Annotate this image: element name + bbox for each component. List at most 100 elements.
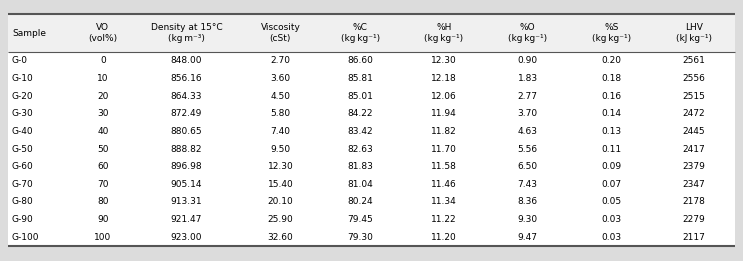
Text: G-70: G-70 (12, 180, 33, 189)
Text: 60: 60 (97, 162, 108, 171)
Text: 0.16: 0.16 (601, 92, 621, 100)
Text: 20.10: 20.10 (267, 197, 293, 206)
Text: VO
(vol%): VO (vol%) (88, 23, 117, 43)
Text: 11.46: 11.46 (431, 180, 457, 189)
Bar (8, 14, 735, 52)
Text: 0.18: 0.18 (601, 74, 621, 83)
Text: 20: 20 (97, 92, 108, 100)
Text: Viscosity
(cSt): Viscosity (cSt) (261, 23, 300, 43)
Text: 2561: 2561 (683, 56, 706, 65)
Text: 11.70: 11.70 (431, 145, 457, 153)
Text: 80.24: 80.24 (348, 197, 373, 206)
Text: 11.94: 11.94 (431, 109, 457, 118)
Text: 2417: 2417 (683, 145, 705, 153)
Text: 0.09: 0.09 (601, 162, 621, 171)
Text: 11.34: 11.34 (431, 197, 457, 206)
Text: 864.33: 864.33 (171, 92, 202, 100)
Text: 2379: 2379 (683, 162, 706, 171)
Text: 2515: 2515 (683, 92, 706, 100)
Text: 848.00: 848.00 (171, 56, 202, 65)
Text: 3.60: 3.60 (270, 74, 291, 83)
Text: 9.47: 9.47 (518, 233, 538, 242)
Text: 872.49: 872.49 (171, 109, 202, 118)
Text: 81.83: 81.83 (348, 162, 373, 171)
Text: 0: 0 (100, 56, 106, 65)
Text: Density at 15°C
(kg m⁻³): Density at 15°C (kg m⁻³) (151, 23, 222, 43)
Text: 7.40: 7.40 (270, 127, 291, 136)
Text: 50: 50 (97, 145, 108, 153)
Text: 30: 30 (97, 109, 108, 118)
Text: 880.65: 880.65 (171, 127, 202, 136)
Text: 2117: 2117 (683, 233, 706, 242)
Text: 100: 100 (94, 233, 111, 242)
Text: 896.98: 896.98 (171, 162, 202, 171)
Text: 923.00: 923.00 (171, 233, 202, 242)
Bar (8, 14, 735, 246)
Text: 11.20: 11.20 (431, 233, 457, 242)
Text: 2.77: 2.77 (518, 92, 538, 100)
Text: G-30: G-30 (12, 109, 33, 118)
Text: 85.81: 85.81 (348, 74, 373, 83)
Text: G-0: G-0 (12, 56, 28, 65)
Text: 856.16: 856.16 (171, 74, 202, 83)
Text: %H
(kg kg⁻¹): %H (kg kg⁻¹) (424, 23, 464, 43)
Text: 79.30: 79.30 (348, 233, 373, 242)
Text: 0.20: 0.20 (601, 56, 621, 65)
Text: 3.70: 3.70 (518, 109, 538, 118)
Text: 12.30: 12.30 (267, 162, 293, 171)
Text: Sample: Sample (12, 28, 46, 38)
Text: G-100: G-100 (12, 233, 39, 242)
Text: 2445: 2445 (683, 127, 705, 136)
Text: 913.31: 913.31 (171, 197, 202, 206)
Text: 2472: 2472 (683, 109, 705, 118)
Text: G-50: G-50 (12, 145, 33, 153)
Text: 9.50: 9.50 (270, 145, 291, 153)
Text: 921.47: 921.47 (171, 215, 202, 224)
Text: 32.60: 32.60 (267, 233, 293, 242)
Text: 10: 10 (97, 74, 108, 83)
Text: 9.30: 9.30 (518, 215, 538, 224)
Text: 40: 40 (97, 127, 108, 136)
Text: 6.50: 6.50 (518, 162, 538, 171)
Text: 80: 80 (97, 197, 108, 206)
Text: 0.11: 0.11 (601, 145, 621, 153)
Text: 11.82: 11.82 (431, 127, 457, 136)
Text: 12.30: 12.30 (431, 56, 457, 65)
Text: LHV
(kJ kg⁻¹): LHV (kJ kg⁻¹) (676, 23, 712, 43)
Text: G-40: G-40 (12, 127, 33, 136)
Text: 0.14: 0.14 (601, 109, 621, 118)
Text: 90: 90 (97, 215, 108, 224)
Text: 5.56: 5.56 (518, 145, 538, 153)
Text: 0.03: 0.03 (601, 215, 621, 224)
Text: 2279: 2279 (683, 215, 705, 224)
Text: 7.43: 7.43 (518, 180, 538, 189)
Text: 1.83: 1.83 (518, 74, 538, 83)
Text: 905.14: 905.14 (171, 180, 202, 189)
Text: 0.05: 0.05 (601, 197, 621, 206)
Text: 2347: 2347 (683, 180, 705, 189)
Text: 86.60: 86.60 (348, 56, 373, 65)
Text: 81.04: 81.04 (348, 180, 373, 189)
Text: %S
(kg kg⁻¹): %S (kg kg⁻¹) (591, 23, 631, 43)
Text: G-80: G-80 (12, 197, 33, 206)
Text: 2.70: 2.70 (270, 56, 291, 65)
Text: 0.07: 0.07 (601, 180, 621, 189)
Text: 0.13: 0.13 (601, 127, 621, 136)
Text: 12.06: 12.06 (431, 92, 457, 100)
Text: 12.18: 12.18 (431, 74, 457, 83)
Text: 70: 70 (97, 180, 108, 189)
Text: 4.63: 4.63 (518, 127, 538, 136)
Text: G-60: G-60 (12, 162, 33, 171)
Text: 888.82: 888.82 (171, 145, 202, 153)
Text: 4.50: 4.50 (270, 92, 291, 100)
Text: G-10: G-10 (12, 74, 33, 83)
Text: 15.40: 15.40 (267, 180, 293, 189)
Text: 11.22: 11.22 (431, 215, 457, 224)
Text: 83.42: 83.42 (348, 127, 373, 136)
Text: 82.63: 82.63 (348, 145, 373, 153)
Text: 79.45: 79.45 (348, 215, 373, 224)
Text: 84.22: 84.22 (348, 109, 373, 118)
Text: G-20: G-20 (12, 92, 33, 100)
Text: 2178: 2178 (683, 197, 706, 206)
Text: 11.58: 11.58 (431, 162, 457, 171)
